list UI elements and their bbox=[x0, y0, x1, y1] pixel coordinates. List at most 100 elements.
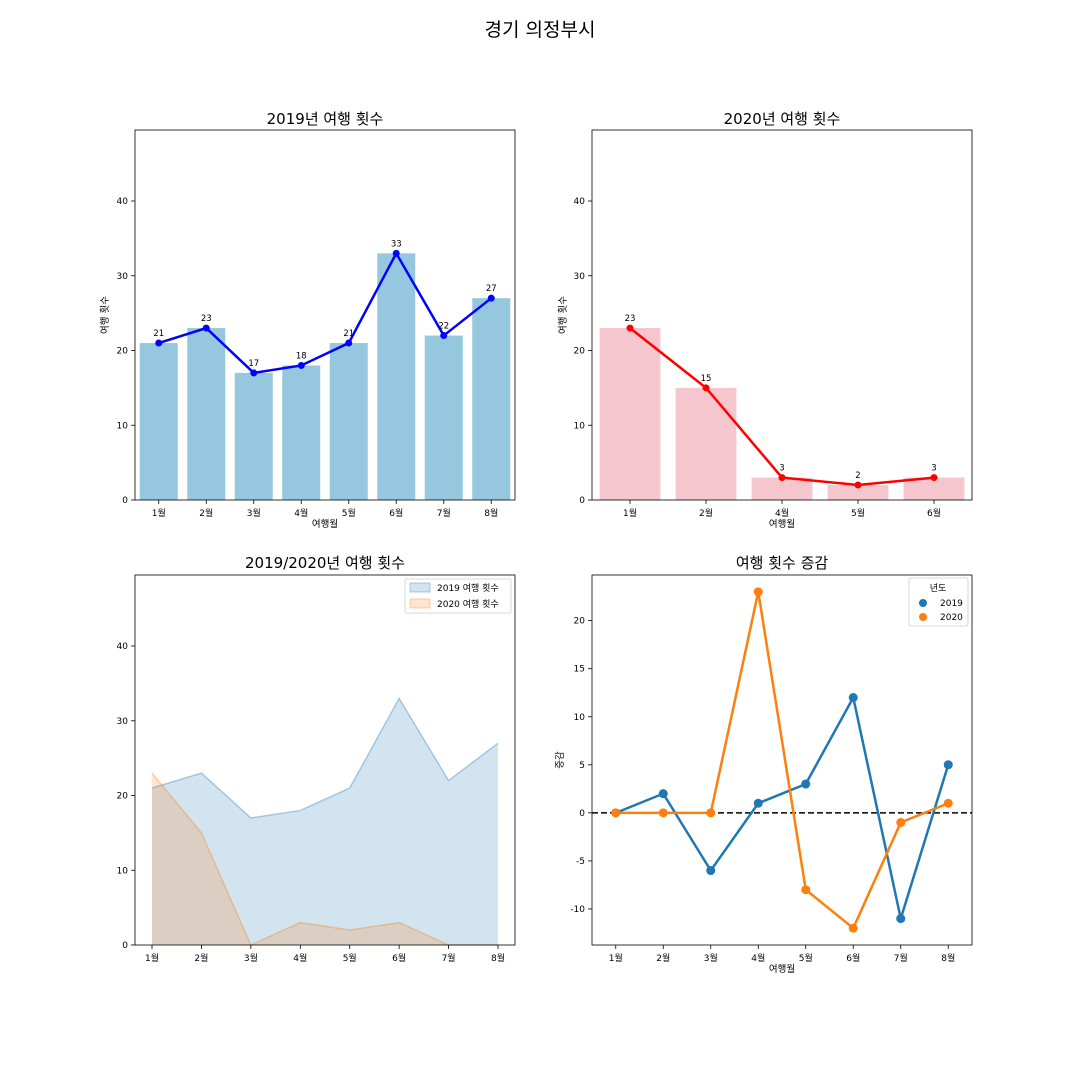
bar bbox=[599, 328, 661, 500]
panel-title: 2020년 여행 횟수 bbox=[724, 110, 841, 128]
series-point bbox=[658, 808, 668, 818]
data-label: 33 bbox=[391, 239, 402, 249]
bar bbox=[903, 477, 965, 500]
y-tick-label: 15 bbox=[574, 665, 585, 675]
series-point bbox=[611, 808, 621, 818]
series-point bbox=[801, 885, 811, 895]
bar bbox=[139, 343, 178, 500]
x-tick-label: 1월 bbox=[609, 952, 623, 964]
data-label: 17 bbox=[248, 359, 259, 369]
panel-area-comparison-chart: 2019/2020년 여행 횟수 1월 2월 3월 4월 5월 6월 7월 8월 0 10 20 30… bbox=[117, 554, 516, 964]
y-tick-label: 30 bbox=[117, 272, 129, 282]
y-tick-label: 0 bbox=[579, 809, 585, 819]
x-axis-label: 여행월 bbox=[769, 518, 795, 530]
data-label: 21 bbox=[343, 329, 354, 339]
series-point bbox=[658, 789, 668, 799]
axes-frame bbox=[591, 574, 973, 946]
x-tick-label: 5월 bbox=[343, 952, 357, 964]
area-fill bbox=[152, 773, 498, 945]
x-tick-label: 5월 bbox=[342, 507, 356, 519]
y-tick-label: 30 bbox=[117, 717, 129, 727]
data-label: 22 bbox=[438, 322, 449, 332]
x-tick-label: 2월 bbox=[194, 952, 208, 964]
area-fill bbox=[152, 698, 498, 945]
y-tick-label: 20 bbox=[574, 347, 586, 357]
trend-point bbox=[392, 249, 400, 257]
panel-title: 여행 횟수 증감 bbox=[736, 554, 829, 572]
bar bbox=[329, 343, 368, 500]
series-point bbox=[896, 914, 906, 924]
series-point bbox=[848, 693, 858, 703]
y-tick-label: -10 bbox=[570, 905, 585, 915]
trend-point bbox=[155, 339, 163, 347]
series-line bbox=[615, 693, 950, 924]
data-label: 23 bbox=[201, 314, 212, 324]
trend-point bbox=[626, 324, 634, 332]
bar bbox=[187, 328, 226, 500]
area-line bbox=[151, 772, 498, 946]
series-point bbox=[753, 798, 763, 808]
panel-title: 2019년 여행 횟수 bbox=[267, 110, 384, 128]
legend-marker bbox=[919, 599, 927, 607]
legend: 년도 2019 2020 bbox=[908, 577, 969, 627]
bar bbox=[377, 253, 416, 500]
y-axis-label: 여행 횟수 bbox=[557, 296, 569, 334]
x-tick-label: 6월 bbox=[846, 952, 860, 964]
y-tick-label: 10 bbox=[117, 421, 129, 431]
data-label: 21 bbox=[153, 329, 164, 339]
x-tick-label: 6월 bbox=[392, 952, 406, 964]
legend-marker bbox=[919, 613, 927, 621]
axes-frame bbox=[591, 129, 973, 501]
legend-title: 년도 bbox=[930, 583, 947, 594]
legend: 2019 여행 횟수 2020 여행 횟수 bbox=[404, 578, 512, 614]
panel-change-line-chart: 여행 횟수 증감 여행월 증감 1월 2월 3월 4월 5월 6월 7월 8월 -10 -5 0 5 1… bbox=[554, 554, 973, 975]
x-tick-label: 5월 bbox=[851, 507, 865, 519]
data-label: 18 bbox=[296, 351, 307, 361]
data-label: 3 bbox=[931, 464, 936, 474]
bar bbox=[234, 372, 273, 500]
x-tick-label: 4월 bbox=[294, 507, 308, 519]
trend-point bbox=[345, 339, 353, 347]
x-tick-label: 4월 bbox=[775, 507, 789, 519]
x-tick-label: 8월 bbox=[941, 952, 955, 964]
y-tick-label: 10 bbox=[574, 421, 586, 431]
x-tick-label: 4월 bbox=[751, 952, 765, 964]
data-label: 3 bbox=[779, 464, 784, 474]
x-tick-label: 8월 bbox=[484, 507, 498, 519]
y-tick-label: 10 bbox=[117, 866, 129, 876]
series-point bbox=[896, 817, 906, 827]
legend-label: 2020 bbox=[940, 613, 963, 623]
y-tick-label: 0 bbox=[122, 496, 128, 506]
legend-swatch bbox=[409, 582, 431, 593]
series-point bbox=[943, 760, 953, 770]
series-point bbox=[706, 808, 716, 818]
area-line bbox=[151, 696, 499, 819]
axes-frame bbox=[134, 129, 516, 501]
x-tick-label: 1월 bbox=[145, 952, 159, 964]
series-point bbox=[753, 587, 763, 597]
y-tick-label: 0 bbox=[122, 941, 128, 951]
legend-label: 2020 여행 횟수 bbox=[437, 598, 499, 610]
y-tick-label: 20 bbox=[574, 617, 586, 627]
y-tick-label: 40 bbox=[117, 642, 129, 652]
y-tick-label: 40 bbox=[117, 197, 129, 207]
y-tick-label: 20 bbox=[117, 792, 129, 802]
x-tick-label: 6월 bbox=[927, 507, 941, 519]
x-tick-label: 7월 bbox=[437, 507, 451, 519]
y-tick-label: 20 bbox=[117, 347, 129, 357]
trend-point bbox=[250, 369, 258, 377]
legend-box bbox=[404, 578, 512, 614]
x-tick-label: 5월 bbox=[799, 952, 813, 964]
panel-2020-bar-chart: 2020년 여행 횟수 여행월 여행 횟수 1월 2월 4월 5월 6월23153230… bbox=[557, 110, 973, 530]
y-tick-label: -5 bbox=[576, 857, 585, 867]
series-point bbox=[943, 798, 953, 808]
bar bbox=[827, 485, 889, 500]
y-tick-label: 30 bbox=[574, 272, 586, 282]
y-axis-label: 증감 bbox=[554, 751, 566, 769]
data-label: 27 bbox=[486, 284, 497, 294]
y-axis-label: 여행 횟수 bbox=[99, 296, 111, 334]
x-tick-label: 3월 bbox=[244, 952, 258, 964]
series-line bbox=[615, 591, 949, 931]
x-tick-label: 7월 bbox=[894, 952, 908, 964]
